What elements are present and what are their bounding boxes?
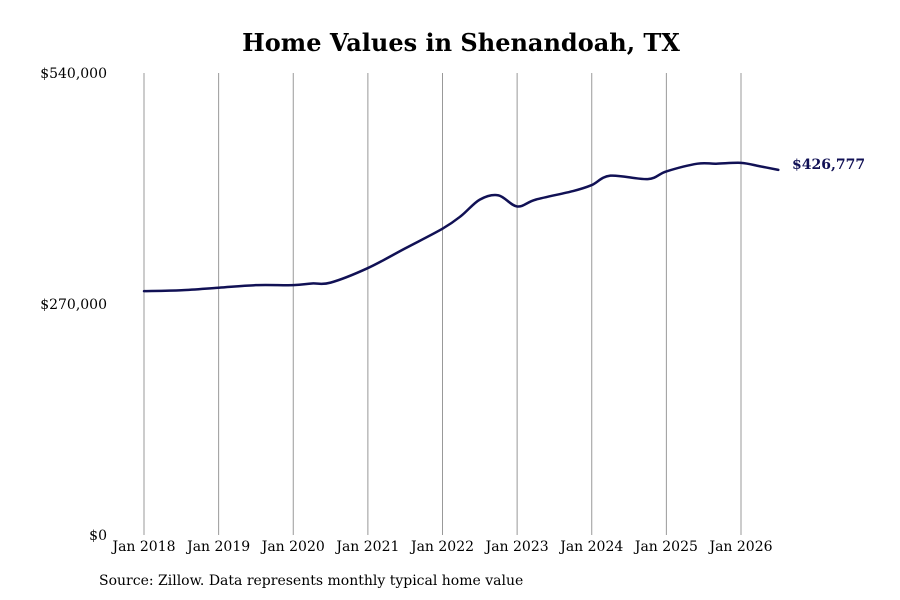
x-axis-labels: Jan 2018 Jan 2019 Jan 2020 Jan 2021 Jan 2022… (110, 539, 772, 555)
x-tick-label: Jan 2023 (484, 539, 549, 555)
x-tick-label: Jan 2020 (260, 539, 325, 555)
y-tick-label: $270,000 (40, 297, 107, 313)
x-tick-label: Jan 2025 (633, 539, 698, 555)
x-tick-label: Jan 2019 (185, 539, 250, 555)
y-tick-label: $0 (89, 528, 107, 544)
end-value-label: $426,777 (792, 157, 865, 173)
x-tick-label: Jan 2022 (409, 539, 474, 555)
x-tick-label: Jan 2026 (707, 539, 772, 555)
series-layer: $426,777 (142, 157, 865, 293)
source-note: Source: Zillow. Data represents monthly … (99, 573, 524, 589)
x-tick-label: Jan 2021 (334, 539, 399, 555)
y-axis-labels: $0 $270,000 $540,000 (40, 66, 107, 544)
grid-lines (143, 73, 742, 535)
x-tick-label: Jan 2024 (558, 539, 623, 555)
series-line-0 (142, 161, 780, 293)
x-tick-label: Jan 2018 (110, 539, 175, 555)
chart-title: Home Values in Shenandoah, TX (242, 28, 680, 57)
y-tick-label: $540,000 (40, 66, 107, 82)
